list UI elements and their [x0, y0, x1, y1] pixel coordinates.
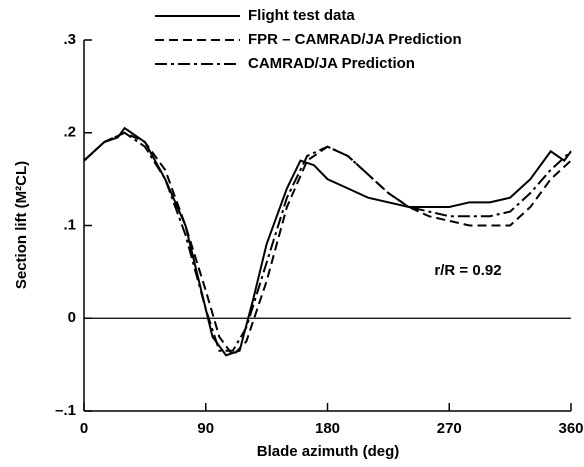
- x-tick-label: 180: [315, 420, 340, 437]
- x-tick-label: 0: [80, 420, 88, 437]
- y-tick-label: –.1: [55, 402, 76, 419]
- legend-label: Flight test data: [248, 7, 355, 24]
- x-tick-label: 360: [558, 420, 583, 437]
- y-tick-label: .1: [63, 216, 76, 233]
- y-axis-label: Section lift (M²CL): [13, 161, 30, 289]
- series-line: [83, 131, 572, 352]
- annotation: r/R = 0.92: [434, 262, 501, 279]
- legend-label: CAMRAD/JA Prediction: [248, 55, 415, 72]
- y-tick-label: 0: [68, 309, 76, 326]
- y-tick-label: .3: [63, 31, 76, 48]
- x-axis-label: Blade azimuth (deg): [257, 443, 400, 460]
- y-tick-label: .2: [63, 124, 76, 141]
- series-line: [83, 126, 572, 357]
- x-tick-label: 270: [437, 420, 462, 437]
- legend-label: FPR – CAMRAD/JA Prediction: [248, 31, 462, 48]
- x-tick-label: 90: [197, 420, 214, 437]
- series-line: [83, 131, 572, 357]
